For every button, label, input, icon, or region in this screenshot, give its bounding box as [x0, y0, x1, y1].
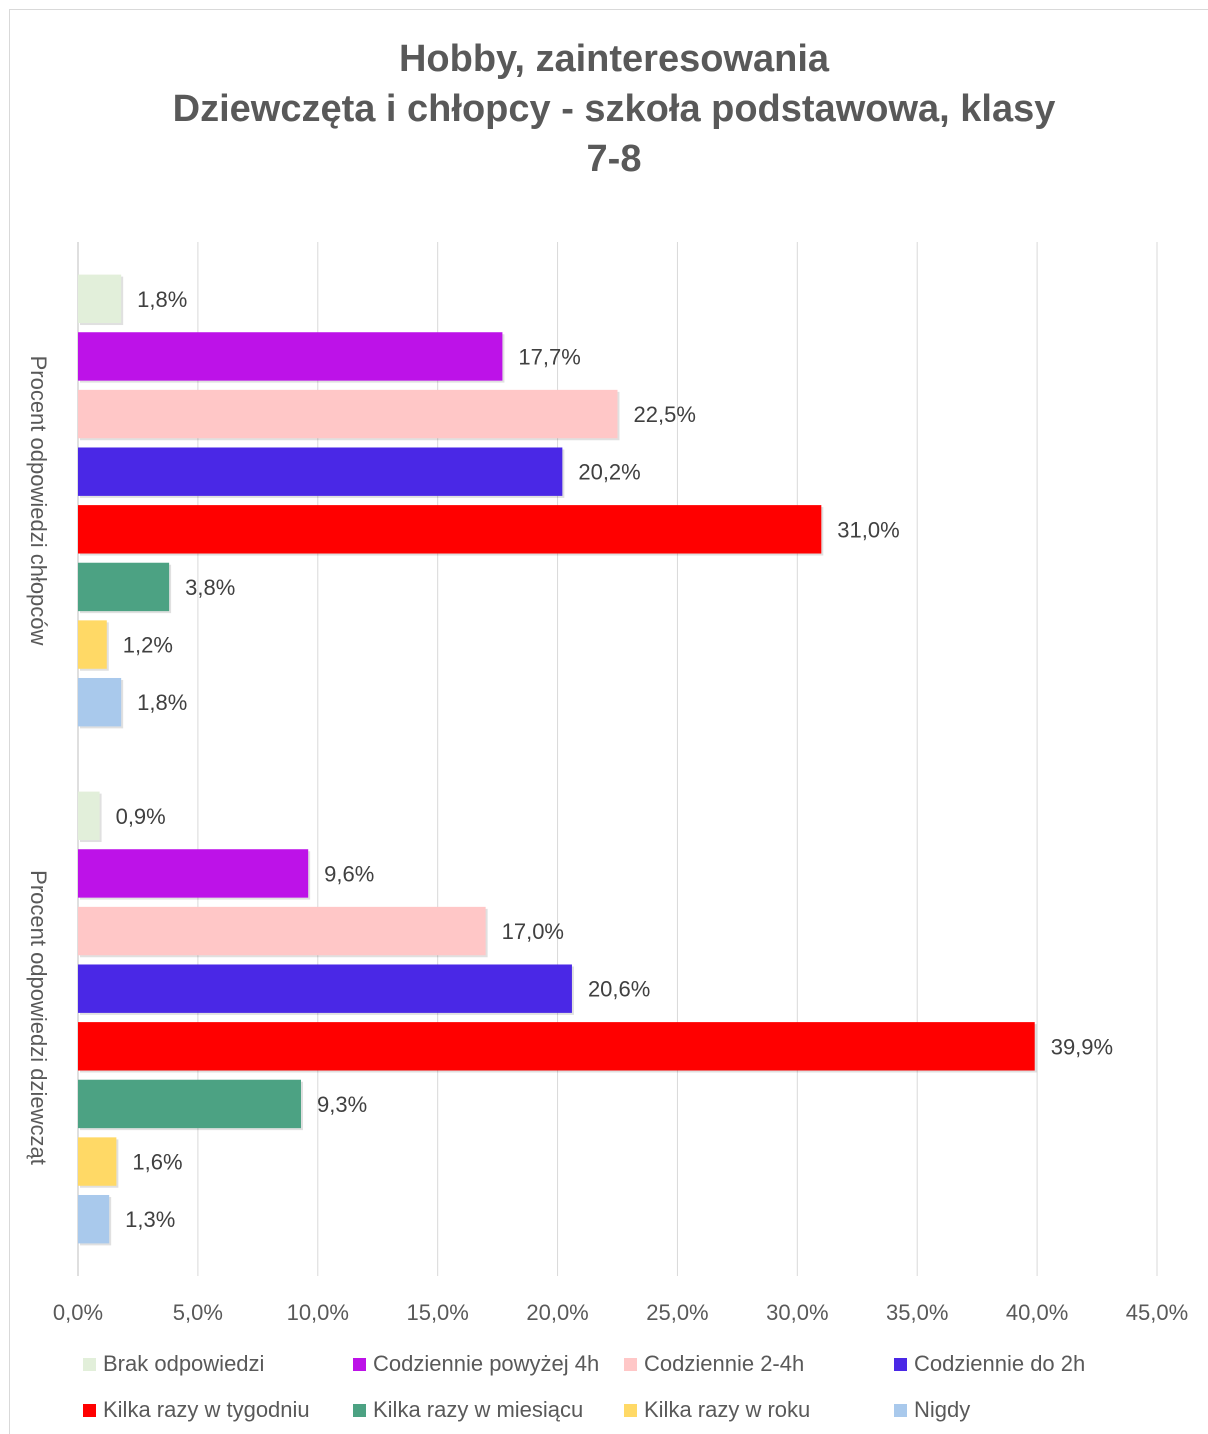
bar	[78, 620, 107, 669]
bar	[78, 332, 503, 381]
x-tick-label: 5,0%	[173, 1300, 223, 1325]
bar	[78, 677, 122, 727]
bar	[78, 1022, 1035, 1071]
x-tick-label: 40,0%	[1006, 1300, 1068, 1325]
x-tick-label: 20,0%	[526, 1300, 588, 1325]
data-label: 22,5%	[634, 402, 696, 427]
bar	[78, 1079, 301, 1129]
chart-frame	[9, 9, 1208, 1434]
category-label: Procent odpowiedzi chłopców	[26, 356, 51, 646]
x-tick-label: 30,0%	[766, 1300, 828, 1325]
data-label: 17,0%	[502, 919, 564, 944]
bar	[78, 447, 563, 496]
data-label: 39,9%	[1051, 1034, 1113, 1059]
data-label: 3,8%	[185, 575, 235, 600]
data-label: 1,3%	[125, 1207, 175, 1232]
data-label: 9,3%	[317, 1092, 367, 1117]
bar	[78, 505, 822, 554]
bar	[78, 1194, 110, 1244]
chart-title: Hobby, zainteresowania Dziewczęta i chło…	[0, 34, 1208, 184]
data-label: 20,6%	[588, 977, 650, 1002]
data-label: 1,8%	[137, 287, 187, 312]
data-label: 9,6%	[324, 861, 374, 886]
x-tick-label: 0,0%	[53, 1300, 103, 1325]
bar	[78, 964, 572, 1013]
x-tick-label: 45,0%	[1126, 1300, 1188, 1325]
chart-title-line-1: Hobby, zainteresowania	[398, 38, 830, 80]
data-label: 0,9%	[116, 804, 166, 829]
data-label: 31,0%	[837, 517, 899, 542]
x-tick-label: 10,0%	[287, 1300, 349, 1325]
chart-title-line-2: Dziewczęta i chłopcy - szkoła podstawowa…	[172, 88, 1056, 130]
x-tick-label: 35,0%	[886, 1300, 948, 1325]
data-label: 17,7%	[518, 344, 580, 369]
bar	[78, 274, 122, 324]
chart-title-line-3: 7-8	[586, 138, 642, 180]
category-label: Procent odpowiedzi dziewcząt	[26, 870, 51, 1165]
bar	[78, 389, 618, 439]
x-tick-label: 15,0%	[406, 1300, 468, 1325]
data-label: 1,2%	[123, 633, 173, 658]
bar	[78, 791, 100, 841]
bar	[78, 1137, 117, 1186]
data-label: 1,6%	[132, 1150, 182, 1175]
data-label: 1,8%	[137, 690, 187, 715]
data-label: 20,2%	[578, 460, 640, 485]
x-tick-label: 25,0%	[646, 1300, 708, 1325]
bar	[78, 906, 486, 956]
bar	[78, 849, 309, 898]
bar	[78, 562, 170, 612]
